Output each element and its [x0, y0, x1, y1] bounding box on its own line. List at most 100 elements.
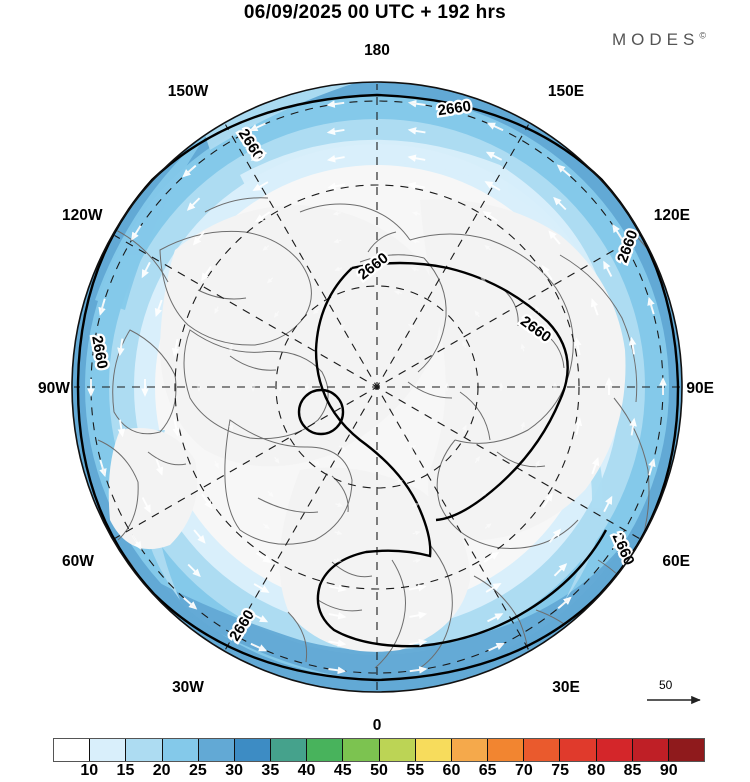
wind-arrow	[534, 460, 540, 468]
wind-arrow	[214, 460, 219, 469]
wind-arrow	[553, 196, 567, 211]
wind-arrow	[255, 552, 272, 563]
wind-arrow	[488, 642, 505, 652]
colorbar-cell	[415, 739, 452, 761]
graticule-label-60w: 60W	[62, 553, 94, 570]
polar-map: 2660 2660 2660 2660 2660 2660 2660 2660	[71, 81, 683, 693]
wind-arrow	[407, 323, 416, 329]
wind-arrow	[228, 344, 234, 353]
colorbar-cell	[379, 739, 416, 761]
wind-arrow	[480, 276, 487, 284]
page-title: 06/09/2025 00 UTC + 192 hrs	[243, 2, 507, 23]
wind-arrow	[326, 127, 345, 136]
wind-arrow	[482, 211, 499, 222]
wind-arrow	[201, 265, 212, 282]
colorbar-tick-label: 70	[514, 762, 533, 779]
wind-arrow	[603, 260, 613, 277]
colorbar-tick-label: 40	[297, 762, 316, 779]
colorbar-labels: 10 15 20 25 30 35 40 45 50 55 60 65 70 75 80 85 90	[53, 762, 705, 782]
colorbar-tick-label: 60	[442, 762, 461, 779]
wind-arrow	[590, 298, 599, 316]
wind-arrow	[141, 261, 151, 279]
colorbar-tick-label: 25	[188, 762, 207, 779]
wind-arrow	[647, 296, 655, 315]
wind-arrow	[412, 530, 421, 536]
reference-vector: 50	[645, 678, 707, 708]
wind-arrow	[408, 584, 427, 592]
wind-arrow	[462, 340, 467, 349]
wind-arrow	[267, 490, 274, 498]
wind-arrow	[395, 479, 404, 485]
wind-arrow	[541, 264, 553, 281]
wind-arrow	[326, 100, 345, 108]
graticule-label-180: 180	[364, 42, 390, 59]
wind-arrow	[183, 597, 198, 610]
wind-arrow	[334, 530, 343, 536]
graticule-label-150e: 150E	[547, 83, 585, 100]
wind-arrow	[409, 638, 428, 647]
wind-arrow	[182, 164, 197, 178]
wind-arrow	[274, 456, 280, 464]
wind-arrow	[474, 456, 481, 464]
wind-arrow	[484, 523, 492, 529]
graticule-label-120e: 120E	[653, 207, 690, 224]
graticule-label-30e: 30E	[552, 679, 580, 696]
wind-arrow	[171, 339, 180, 357]
colorbar-cell	[596, 739, 633, 761]
wind-arrow	[520, 343, 526, 352]
wind-arrow	[483, 551, 500, 563]
graticule-label-120w: 120W	[62, 207, 103, 224]
wind-arrow	[249, 122, 266, 132]
colorbar-tick-label: 65	[478, 762, 497, 779]
wind-arrow	[313, 460, 321, 466]
graticule-label-90w: 90W	[38, 380, 70, 397]
wind-arrow	[99, 459, 107, 478]
wind-arrow	[192, 231, 206, 246]
wind-arrow	[252, 181, 269, 192]
colorbar-tick-label: 80	[587, 762, 606, 779]
wind-arrow	[410, 267, 419, 272]
wind-arrow	[407, 99, 426, 108]
wind-arrow	[312, 308, 320, 315]
wind-arrow	[413, 558, 422, 564]
wind-arrow	[548, 528, 562, 543]
wind-arrow	[409, 611, 428, 619]
colorbar-cell	[632, 739, 669, 761]
globe-outline	[71, 81, 683, 693]
wind-arrow	[520, 421, 526, 430]
wind-arrows	[87, 99, 667, 675]
wind-arrow	[186, 197, 201, 211]
wind-arrow	[411, 502, 420, 508]
colorbar	[53, 738, 705, 762]
wind-arrow	[574, 337, 582, 356]
wind-arrow	[327, 182, 346, 190]
wind-arrow	[193, 529, 206, 544]
wind-arrow	[629, 417, 637, 436]
wind-arrow	[407, 181, 425, 190]
wind-arrow	[407, 154, 426, 162]
graticule-label-150w: 150W	[167, 83, 209, 100]
wind-arrow	[408, 445, 417, 451]
colorbar-tick-label: 35	[261, 762, 280, 779]
wind-arrow	[591, 457, 600, 475]
wind-arrow	[407, 127, 426, 135]
wind-arrow	[253, 583, 270, 593]
wind-arrow	[548, 230, 561, 245]
colorbar-cell	[162, 739, 199, 761]
wind-arrow	[394, 290, 403, 295]
wind-arrow	[250, 151, 267, 161]
wind-arrow	[273, 310, 280, 318]
colorbar-cell	[560, 739, 597, 761]
wind-arrow	[337, 323, 346, 329]
wind-arrow	[214, 306, 220, 314]
wind-arrow	[187, 563, 201, 578]
colorbar-cell	[451, 739, 489, 761]
colorbar-cell	[668, 739, 705, 761]
graticule-label-90e: 90E	[686, 380, 714, 397]
wind-arrow	[155, 458, 164, 476]
wind-arrow	[612, 533, 623, 549]
colorbar-tick-label: 45	[333, 762, 352, 779]
wind-arrow	[411, 238, 420, 244]
colorbar-tick-label: 30	[225, 762, 244, 779]
